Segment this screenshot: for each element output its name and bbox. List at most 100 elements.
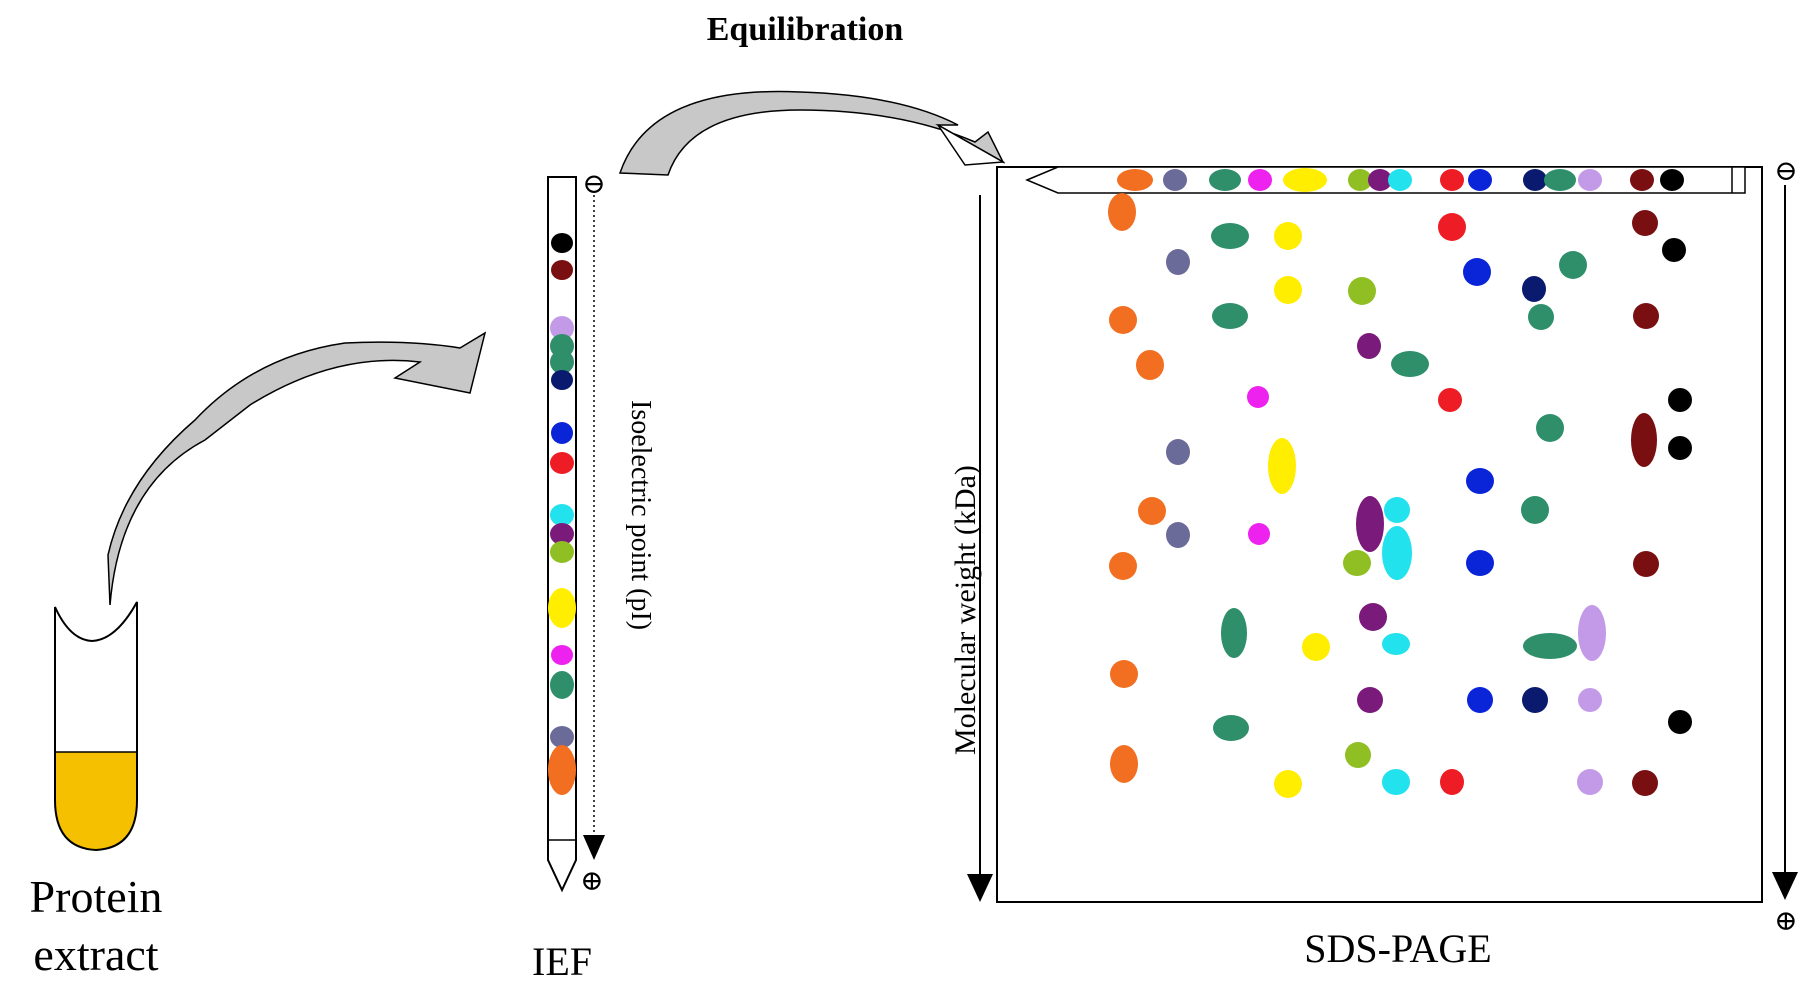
gel-protein-spots	[1108, 193, 1692, 798]
ief-label: IEF	[532, 939, 592, 984]
ief-protein-spots	[548, 233, 576, 795]
protein-spot-magenta	[551, 645, 573, 665]
protein-spot-orange	[1109, 552, 1137, 580]
protein-spot-magenta	[1248, 523, 1270, 545]
protein-spot-cyan	[1388, 169, 1412, 191]
protein-spot-lime	[550, 541, 574, 563]
sds-page-label: SDS-PAGE	[1304, 926, 1491, 971]
gel-strip-protein-spots	[1117, 168, 1684, 192]
protein-spot-orange	[1110, 745, 1138, 783]
protein-extract-label-line2: extract	[33, 929, 158, 980]
protein-spot-yellow	[1283, 168, 1327, 192]
protein-spot-teal	[1213, 715, 1249, 741]
protein-extract-label-line1: Protein	[30, 871, 163, 922]
protein-spot-lavender	[1578, 605, 1606, 661]
molecular-weight-label: Molecular weight (kDa)	[949, 465, 982, 755]
protein-spot-maroon	[1630, 169, 1654, 191]
protein-spot-teal	[1212, 303, 1248, 329]
protein-spot-teal	[550, 671, 574, 699]
sds-page-gel	[996, 166, 1763, 903]
protein-spot-teal	[1221, 608, 1247, 658]
protein-spot-blue	[1463, 258, 1491, 286]
equilibration-label: Equilibration	[707, 11, 904, 48]
protein-spot-navy	[1522, 687, 1548, 713]
protein-spot-purple	[1357, 333, 1381, 359]
protein-spot-lavender	[550, 316, 574, 340]
protein-spot-teal	[1211, 223, 1249, 249]
protein-spot-purple	[1359, 603, 1387, 631]
isoelectric-point-label: Isoelectric point (pI)	[625, 400, 656, 630]
ief-cathode-symbol: ⊖	[582, 169, 605, 200]
sample-loading-arrow	[107, 331, 487, 606]
protein-spot-maroon	[1632, 210, 1658, 236]
protein-spot-lavender	[1578, 169, 1602, 191]
protein-spot-maroon	[1632, 770, 1658, 796]
protein-spot-yellow	[548, 588, 576, 628]
protein-spot-lime	[1348, 169, 1372, 191]
tube-liquid	[55, 752, 137, 850]
protein-spot-teal	[1536, 414, 1564, 442]
molecular-weight-axis-arrowhead	[967, 874, 993, 902]
protein-spot-magenta	[1247, 386, 1269, 408]
protein-spot-cyan	[1384, 497, 1410, 523]
protein-spot-slate	[1166, 522, 1190, 548]
gel-cathode-symbol: ⊖	[1774, 156, 1797, 187]
protein-spot-teal	[550, 350, 574, 374]
protein-spot-cyan	[1382, 526, 1412, 580]
gel-anode-symbol: ⊕	[1774, 906, 1797, 937]
protein-spot-lavender	[1578, 688, 1602, 712]
protein-spot-red	[1440, 169, 1464, 191]
protein-spot-yellow	[1268, 438, 1296, 494]
protein-spot-cyan	[1382, 769, 1410, 795]
protein-spot-teal	[1523, 633, 1577, 659]
protein-spot-orange	[1136, 350, 1164, 380]
tube-outline	[54, 601, 138, 852]
protein-spot-orange	[1110, 660, 1138, 688]
protein-spot-orange	[1117, 169, 1153, 191]
protein-spot-blue	[1468, 169, 1492, 191]
protein-spot-lime	[1348, 277, 1376, 305]
protein-spot-navy	[551, 370, 573, 390]
protein-spot-blue	[1466, 550, 1494, 576]
protein-spot-yellow	[1274, 222, 1302, 250]
protein-spot-red	[1438, 388, 1462, 412]
protein-spot-magenta	[1248, 169, 1272, 191]
protein-spot-slate	[1166, 249, 1190, 275]
protein-spot-lavender	[1577, 769, 1603, 795]
protein-spot-yellow	[1274, 770, 1302, 798]
protein-spot-purple	[550, 523, 574, 545]
protein-spot-red	[1438, 213, 1466, 241]
protein-spot-purple	[1368, 169, 1392, 191]
protein-spot-blue	[551, 422, 573, 444]
protein-spot-navy	[1523, 169, 1547, 191]
protein-spot-orange	[548, 745, 576, 795]
protein-spot-maroon	[551, 260, 573, 280]
protein-spot-red	[1440, 769, 1464, 795]
protein-spot-maroon	[1633, 551, 1659, 577]
protein-spot-teal	[1209, 169, 1241, 191]
protein-spot-black	[1662, 238, 1686, 262]
equilibration-arrow	[618, 90, 1006, 176]
protein-spot-black	[1668, 388, 1692, 412]
protein-spot-navy	[1522, 276, 1546, 302]
protein-spot-black	[1668, 436, 1692, 460]
protein-spot-lime	[1345, 742, 1371, 768]
protein-spot-black	[1668, 710, 1692, 734]
protein-spot-cyan	[1382, 633, 1410, 655]
protein-spot-teal	[1559, 251, 1587, 279]
protein-spot-slate	[550, 726, 574, 748]
ief-anode-symbol: ⊕	[580, 866, 603, 897]
isoelectric-point-axis-arrowhead	[583, 835, 605, 860]
protein-spot-yellow	[1274, 276, 1302, 304]
protein-spot-orange	[1138, 497, 1166, 525]
protein-spot-black	[1660, 169, 1684, 191]
protein-spot-maroon	[1631, 413, 1657, 467]
protein-spot-teal	[1528, 304, 1554, 330]
protein-spot-purple	[1356, 496, 1384, 552]
protein-extract-tube	[54, 601, 138, 852]
protein-spot-yellow	[1302, 633, 1330, 661]
protein-spot-blue	[1466, 468, 1494, 494]
protein-spot-lime	[1343, 550, 1371, 576]
protein-spot-teal	[1544, 169, 1576, 191]
